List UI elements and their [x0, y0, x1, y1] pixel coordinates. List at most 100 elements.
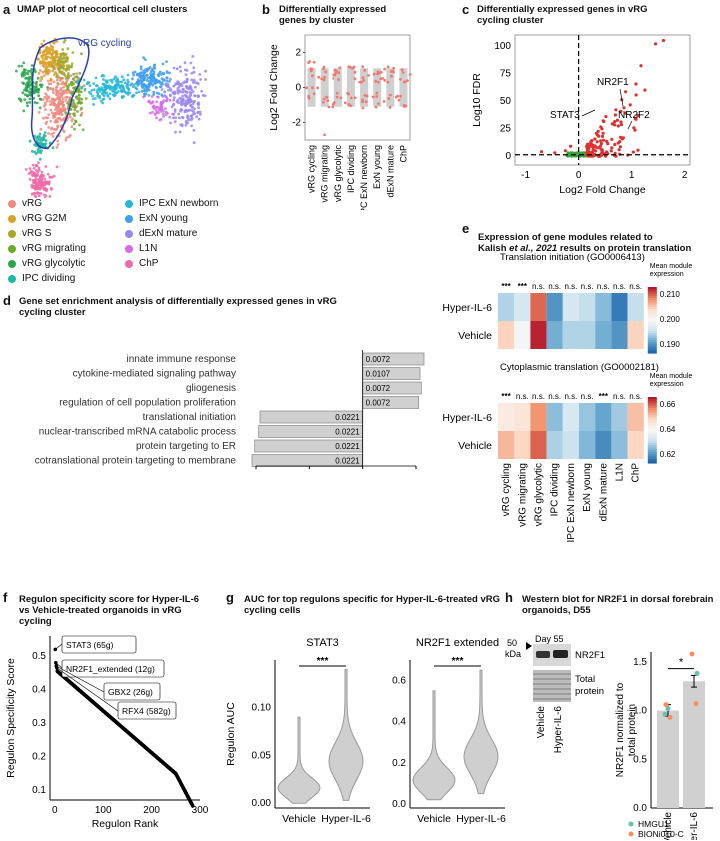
umap-point: [185, 85, 189, 89]
umap-point: [164, 113, 168, 117]
umap-point: [132, 73, 136, 77]
umap-point: [123, 81, 127, 84]
umap-point: [165, 60, 169, 63]
panel-e-title: Expression of gene modules related to Ka…: [478, 232, 718, 254]
umap-point: [184, 123, 188, 127]
x-axis-label: Regulon Rank: [92, 818, 159, 830]
umap-point: [58, 110, 61, 113]
sig-point: [590, 150, 594, 154]
legend-label: dExN mature: [139, 228, 198, 239]
umap-point: [80, 52, 83, 56]
umap-point: [181, 102, 185, 106]
umap-point: [38, 106, 42, 110]
umap-point: [139, 67, 143, 71]
umap-point: [61, 100, 65, 104]
umap-point: [42, 135, 46, 139]
heatmap-cell: [579, 431, 596, 459]
umap-point: [68, 115, 72, 119]
umap-point: [73, 108, 77, 112]
umap-point: [122, 87, 125, 91]
umap-point: [172, 98, 176, 102]
deg-point: [401, 71, 405, 74]
deg-point: [362, 78, 366, 82]
umap-point: [183, 61, 187, 65]
umap-point: [190, 124, 194, 128]
blot-label-nr2f1: NR2F1: [575, 650, 605, 661]
umap-point: [151, 79, 155, 83]
umap-point: [183, 93, 187, 97]
sig-point: [599, 139, 603, 143]
x-tick-label: -1: [521, 170, 530, 181]
umap-point: [59, 71, 63, 74]
gray-band: [333, 68, 342, 107]
umap-point: [152, 107, 156, 110]
panel-f-letter: f: [3, 590, 8, 605]
fdr-label: 0.0221: [335, 413, 360, 422]
umap-point: [164, 107, 167, 111]
umap-point: [61, 97, 65, 100]
umap-point: [53, 103, 57, 107]
ns-point: [575, 153, 579, 157]
umap-point: [193, 81, 197, 84]
deg-point: [353, 96, 357, 100]
umap-point: [120, 96, 124, 100]
umap-point: [23, 98, 27, 101]
total-protein-area: [533, 670, 571, 702]
umap-point: [67, 72, 70, 75]
umap-point: [142, 89, 146, 92]
colorbar-step: [647, 324, 657, 328]
umap-point: [126, 93, 130, 96]
umap-point: [138, 79, 142, 83]
legend-label: L1N: [139, 243, 158, 254]
label-leader: [627, 120, 633, 130]
umap-point: [169, 77, 172, 81]
deg-point: [395, 95, 398, 99]
sig-point: [613, 151, 617, 155]
sig-point: [563, 149, 567, 153]
colorbar-step: [647, 317, 657, 321]
deg-point: [339, 96, 343, 100]
umap-point: [28, 178, 32, 181]
umap-point: [161, 62, 165, 66]
umap-point: [55, 94, 59, 97]
colorbar-step: [647, 302, 657, 306]
y-tick-label: 1.5: [633, 657, 647, 668]
umap-point: [185, 69, 189, 72]
colorbar-step: [647, 423, 657, 427]
umap-point: [32, 166, 36, 170]
umap-point: [159, 117, 163, 121]
umap-point: [65, 67, 68, 70]
umap-point: [163, 94, 167, 98]
deg-point: [383, 67, 386, 71]
deg-point: [408, 73, 412, 76]
blot-kda-label: kDa: [505, 649, 521, 659]
blot-marker-label: 50: [507, 638, 517, 648]
legend-swatch: [125, 199, 133, 208]
umap-point: [178, 116, 181, 120]
panel-d-chart: 0.0072 innate immune response 0.0107 cytoki…: [35, 350, 425, 469]
deg-point: [316, 86, 320, 90]
callout-leader: [56, 665, 105, 693]
colorbar-step: [647, 458, 657, 462]
umap-point: [74, 95, 78, 99]
callout-box: [61, 659, 165, 678]
umap-point: [73, 114, 76, 117]
colorbar-step: [647, 326, 657, 330]
umap-point: [72, 101, 75, 105]
umap-point: [51, 135, 55, 138]
colorbar-step: [647, 441, 657, 444]
y-tick-label: 0.05: [252, 750, 272, 761]
sig-point: [634, 82, 638, 86]
sig-point: [601, 119, 605, 123]
sig-point: [616, 124, 620, 128]
term-label: cytokine-mediated signaling pathway: [73, 369, 236, 380]
umap-point: [146, 86, 150, 90]
umap-point: [190, 78, 194, 82]
umap-point: [54, 71, 57, 74]
umap-point: [53, 115, 56, 119]
umap-point: [152, 93, 156, 96]
deg-point: [327, 105, 331, 109]
sig-point: [599, 152, 603, 156]
umap-point: [78, 72, 82, 75]
umap-point: [159, 102, 163, 106]
